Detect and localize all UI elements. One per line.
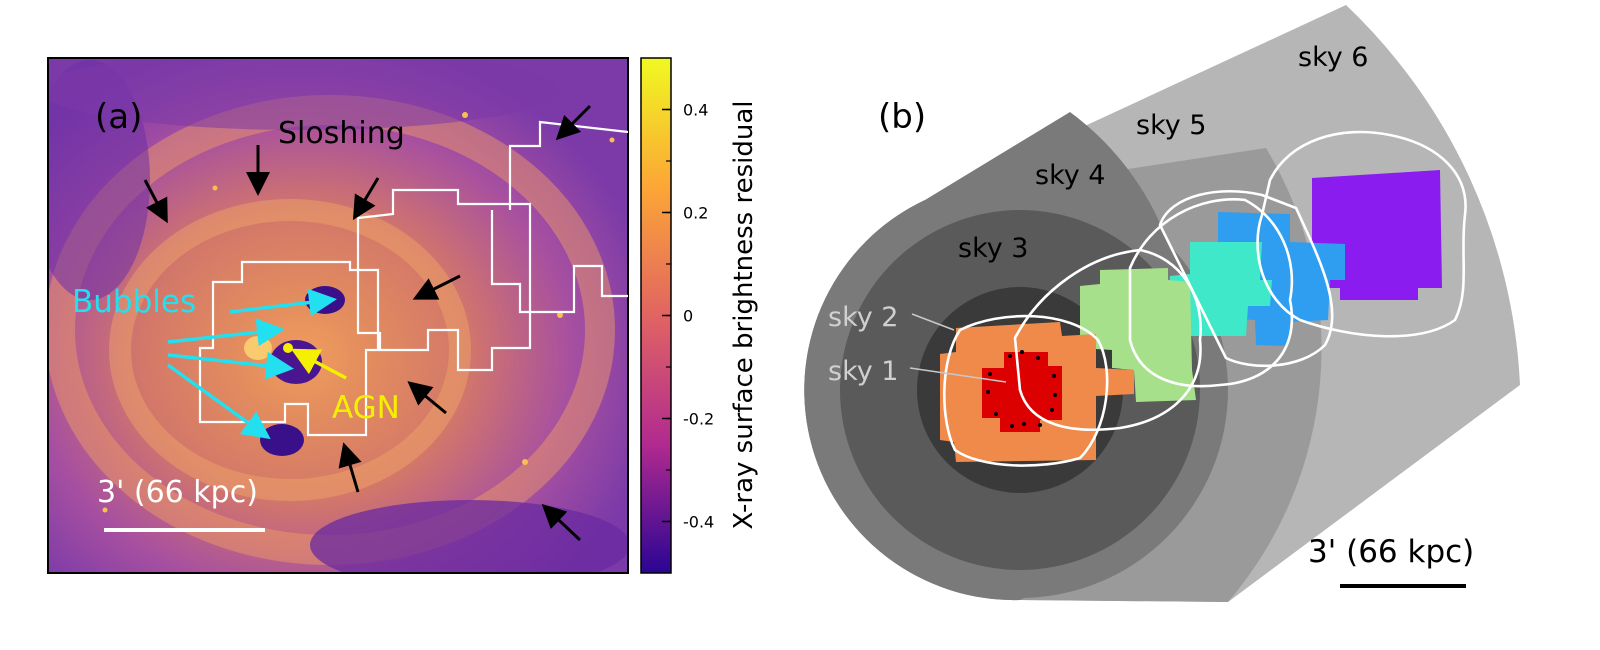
colorbar-tick-label: 0.2 — [683, 204, 708, 223]
pointing-4 — [1168, 242, 1272, 336]
sky-3-label: sky 3 — [958, 233, 1028, 264]
colorbar-ticks: 0.4 0.2 0 -0.2 -0.4 — [662, 101, 714, 532]
pointing-1 — [982, 352, 1062, 432]
sky-4-label: sky 4 — [1035, 160, 1105, 191]
bubbles-label: Bubbles — [72, 284, 196, 320]
agn-label: AGN — [332, 390, 400, 426]
sky-6-label: sky 6 — [1298, 42, 1368, 73]
sloshing-label: Sloshing — [278, 116, 405, 151]
panel-b: (b) sky 1 sky 2 sky 3 sky 4 sky 5 sky 6 … — [804, 5, 1520, 602]
pointing-6 — [1312, 170, 1442, 300]
sky2-leader — [911, 313, 955, 331]
sky-1-label: sky 1 — [828, 356, 898, 387]
scale-label-b: 3' (66 kpc) — [1308, 534, 1474, 570]
scale-label-a: 3' (66 kpc) — [97, 475, 258, 510]
panel-a-label: (a) — [95, 97, 142, 137]
colorbar-title: X-ray surface brightness residual — [729, 101, 759, 530]
pointing-3 — [1080, 268, 1196, 402]
sky1-leader — [909, 367, 1007, 383]
sloshing-arrows — [143, 104, 592, 542]
colorbar-tick-label: -0.4 — [683, 513, 714, 532]
colorbar-tick-label: 0.4 — [683, 101, 708, 120]
bubbles-arrows — [166, 288, 337, 440]
panel-b-label: (b) — [878, 97, 926, 137]
image-frame — [47, 57, 629, 574]
agn-marker — [283, 343, 293, 353]
colorbar: 0.4 0.2 0 -0.2 -0.4 X-ray surface brightness… — [640, 57, 759, 574]
point-sources — [986, 350, 1057, 428]
pointing-contours — [943, 130, 1467, 467]
sky-2-label: sky 2 — [828, 302, 898, 333]
sky-5-label: sky 5 — [1136, 110, 1206, 141]
xray-residual-image — [48, 58, 628, 573]
colorbar-tick-label: 0 — [683, 307, 693, 326]
bubble-cavity — [260, 424, 304, 456]
colorbar-tick-label: -0.2 — [683, 410, 714, 429]
panel-a: (a) Sloshing Bubbles AGN 3' (66 kpc) — [47, 57, 629, 574]
agn-arrow — [290, 348, 347, 380]
